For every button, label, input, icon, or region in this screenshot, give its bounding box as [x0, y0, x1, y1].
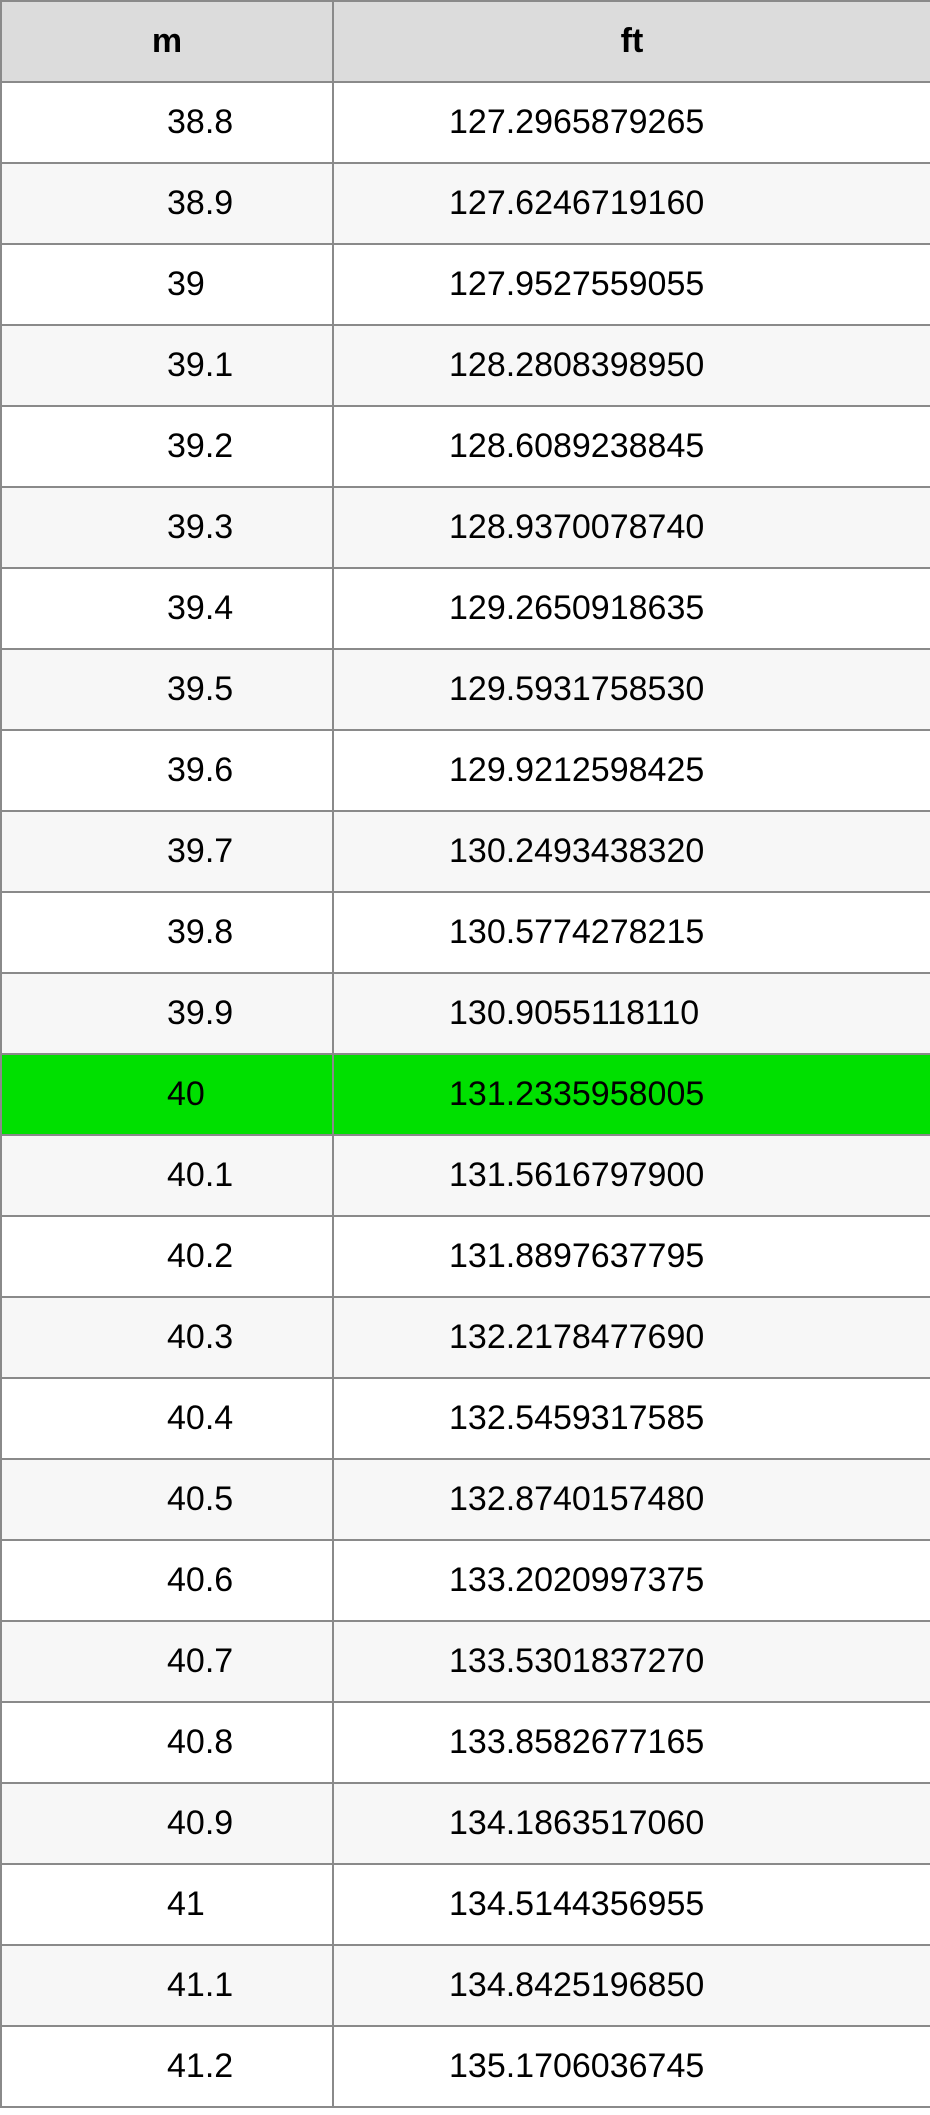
cell-m: 40.2: [1, 1216, 333, 1297]
cell-ft: 133.2020997375: [333, 1540, 930, 1621]
table-row: 39.9130.9055118110: [1, 973, 930, 1054]
cell-ft: 135.1706036745: [333, 2026, 930, 2107]
cell-ft: 132.2178477690: [333, 1297, 930, 1378]
cell-ft: 131.2335958005: [333, 1054, 930, 1135]
cell-m: 40.4: [1, 1378, 333, 1459]
table-body: 38.8127.296587926538.9127.624671916039 1…: [1, 82, 930, 2107]
cell-m: 41.1: [1, 1945, 333, 2026]
col-header-m: m: [1, 1, 333, 82]
cell-ft: 128.9370078740: [333, 487, 930, 568]
table-row: 39.2128.6089238845: [1, 406, 930, 487]
cell-ft: 131.5616797900: [333, 1135, 930, 1216]
table-row: 40.4132.5459317585: [1, 1378, 930, 1459]
table-row: 39.6129.9212598425: [1, 730, 930, 811]
cell-m: 41.2: [1, 2026, 333, 2107]
cell-ft: 128.6089238845: [333, 406, 930, 487]
table-row: 40.5132.8740157480: [1, 1459, 930, 1540]
cell-m: 39.6: [1, 730, 333, 811]
cell-m: 39.7: [1, 811, 333, 892]
cell-ft: 134.8425196850: [333, 1945, 930, 2026]
col-header-ft: ft: [333, 1, 930, 82]
table-row: 40.7133.5301837270: [1, 1621, 930, 1702]
cell-ft: 130.5774278215: [333, 892, 930, 973]
cell-m: 39.8: [1, 892, 333, 973]
table-row: 38.8127.2965879265: [1, 82, 930, 163]
cell-m: 39.2: [1, 406, 333, 487]
cell-m: 40.6: [1, 1540, 333, 1621]
table-row: 39.4129.2650918635: [1, 568, 930, 649]
cell-m: 40.9: [1, 1783, 333, 1864]
table-row: 39.8130.5774278215: [1, 892, 930, 973]
cell-m: 40.3: [1, 1297, 333, 1378]
cell-ft: 129.5931758530: [333, 649, 930, 730]
table-row: 40 131.2335958005: [1, 1054, 930, 1135]
table-row: 40.8133.8582677165: [1, 1702, 930, 1783]
table-row: 38.9127.6246719160: [1, 163, 930, 244]
cell-ft: 133.8582677165: [333, 1702, 930, 1783]
cell-m: 38.8: [1, 82, 333, 163]
table-row: 39.5129.5931758530: [1, 649, 930, 730]
cell-ft: 129.9212598425: [333, 730, 930, 811]
cell-m: 40.1: [1, 1135, 333, 1216]
table-row: 40.2131.8897637795: [1, 1216, 930, 1297]
cell-ft: 132.8740157480: [333, 1459, 930, 1540]
cell-ft: 127.9527559055: [333, 244, 930, 325]
table-row: 39.7130.2493438320: [1, 811, 930, 892]
cell-m: 39.4: [1, 568, 333, 649]
cell-ft: 133.5301837270: [333, 1621, 930, 1702]
cell-m: 41: [1, 1864, 333, 1945]
table-row: 39.1128.2808398950: [1, 325, 930, 406]
cell-ft: 128.2808398950: [333, 325, 930, 406]
cell-m: 40.7: [1, 1621, 333, 1702]
cell-ft: 131.8897637795: [333, 1216, 930, 1297]
table-row: 41.1134.8425196850: [1, 1945, 930, 2026]
table-header-row: m ft: [1, 1, 930, 82]
table-row: 40.6133.2020997375: [1, 1540, 930, 1621]
table-row: 40.1131.5616797900: [1, 1135, 930, 1216]
table-row: 39 127.9527559055: [1, 244, 930, 325]
cell-m: 40: [1, 1054, 333, 1135]
table-row: 41 134.5144356955: [1, 1864, 930, 1945]
cell-m: 39.3: [1, 487, 333, 568]
cell-m: 38.9: [1, 163, 333, 244]
cell-ft: 130.9055118110: [333, 973, 930, 1054]
cell-m: 39.5: [1, 649, 333, 730]
cell-m: 39: [1, 244, 333, 325]
cell-ft: 127.6246719160: [333, 163, 930, 244]
cell-ft: 127.2965879265: [333, 82, 930, 163]
cell-ft: 134.1863517060: [333, 1783, 930, 1864]
table-row: 39.3128.9370078740: [1, 487, 930, 568]
table-row: 41.2135.1706036745: [1, 2026, 930, 2107]
cell-m: 40.5: [1, 1459, 333, 1540]
cell-m: 39.1: [1, 325, 333, 406]
cell-ft: 129.2650918635: [333, 568, 930, 649]
cell-m: 39.9: [1, 973, 333, 1054]
cell-ft: 134.5144356955: [333, 1864, 930, 1945]
cell-ft: 132.5459317585: [333, 1378, 930, 1459]
conversion-table: m ft 38.8127.296587926538.9127.624671916…: [0, 0, 930, 2108]
conversion-table-wrap: m ft 38.8127.296587926538.9127.624671916…: [0, 0, 930, 2108]
cell-ft: 130.2493438320: [333, 811, 930, 892]
table-row: 40.3132.2178477690: [1, 1297, 930, 1378]
cell-m: 40.8: [1, 1702, 333, 1783]
table-row: 40.9134.1863517060: [1, 1783, 930, 1864]
